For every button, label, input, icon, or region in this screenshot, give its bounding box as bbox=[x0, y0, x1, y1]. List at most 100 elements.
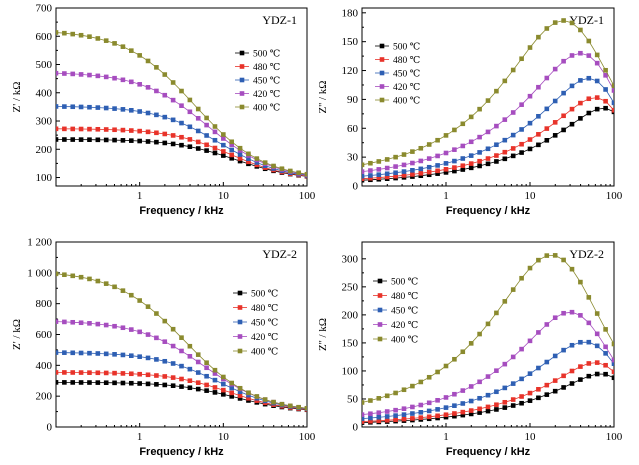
data-point bbox=[393, 390, 398, 396]
data-point bbox=[552, 133, 558, 138]
data-point bbox=[544, 359, 550, 365]
data-point bbox=[70, 126, 76, 132]
legend-label: 450 ℃ bbox=[391, 307, 419, 317]
data-point bbox=[410, 416, 415, 421]
data-point bbox=[443, 150, 449, 156]
legend-marker bbox=[377, 307, 383, 313]
data-point bbox=[468, 411, 474, 417]
data-point bbox=[229, 142, 234, 148]
data-point bbox=[494, 389, 499, 395]
data-point bbox=[376, 410, 382, 415]
data-point bbox=[536, 257, 541, 263]
data-point bbox=[561, 113, 566, 119]
y-axis-label: Z' / kΩ bbox=[11, 82, 23, 113]
data-point bbox=[362, 416, 365, 421]
data-point bbox=[179, 88, 184, 94]
data-point bbox=[129, 371, 134, 377]
data-point bbox=[56, 350, 59, 355]
data-point bbox=[485, 146, 491, 152]
data-point bbox=[154, 139, 159, 145]
data-point bbox=[154, 88, 159, 94]
data-point bbox=[468, 114, 474, 120]
series-500 bbox=[362, 371, 614, 425]
data-point bbox=[561, 310, 566, 316]
data-point bbox=[578, 27, 583, 33]
data-point bbox=[603, 362, 608, 368]
data-point bbox=[70, 319, 76, 325]
data-point bbox=[494, 142, 499, 148]
data-point bbox=[569, 368, 575, 374]
data-point bbox=[519, 275, 524, 281]
data-point bbox=[519, 102, 524, 107]
data-point bbox=[195, 359, 201, 365]
data-point bbox=[103, 380, 109, 386]
data-point bbox=[170, 343, 176, 349]
data-point bbox=[527, 93, 533, 99]
data-point bbox=[418, 409, 424, 415]
legend-marker bbox=[239, 77, 245, 83]
data-point bbox=[70, 350, 76, 356]
data-point bbox=[70, 137, 76, 142]
data-point bbox=[426, 414, 432, 420]
data-point bbox=[468, 165, 474, 171]
data-point bbox=[410, 404, 415, 410]
data-point bbox=[384, 157, 390, 162]
data-point bbox=[426, 164, 432, 170]
data-point bbox=[477, 410, 482, 415]
legend-label: 500 ℃ bbox=[393, 43, 421, 53]
data-point bbox=[145, 85, 151, 90]
data-point bbox=[154, 130, 159, 136]
data-point bbox=[145, 129, 151, 135]
legend-label: 500 ℃ bbox=[253, 50, 281, 60]
series-500 bbox=[56, 137, 307, 179]
data-point bbox=[56, 370, 59, 375]
data-point bbox=[221, 381, 226, 387]
data-point bbox=[578, 364, 583, 369]
data-point bbox=[271, 399, 276, 405]
data-point bbox=[536, 113, 541, 119]
data-point bbox=[477, 158, 482, 164]
legend-label: 450 ℃ bbox=[253, 77, 281, 87]
data-point bbox=[154, 112, 159, 118]
data-point bbox=[112, 41, 117, 46]
data-point bbox=[78, 274, 84, 280]
data-point bbox=[452, 413, 457, 419]
data-point bbox=[246, 390, 251, 396]
x-tick-label: 1 bbox=[137, 190, 143, 202]
data-point bbox=[426, 142, 432, 147]
data-point bbox=[586, 75, 592, 81]
data-point bbox=[586, 361, 592, 366]
data-point bbox=[452, 403, 457, 408]
data-point bbox=[145, 304, 151, 309]
data-point bbox=[418, 158, 424, 164]
data-point bbox=[485, 98, 491, 103]
data-point bbox=[170, 97, 176, 103]
data-point bbox=[162, 374, 168, 379]
data-point bbox=[162, 358, 168, 364]
data-point bbox=[552, 120, 558, 125]
data-point bbox=[452, 356, 457, 362]
data-point bbox=[527, 146, 533, 152]
data-point bbox=[611, 357, 614, 363]
data-point bbox=[120, 352, 126, 358]
data-point bbox=[410, 172, 415, 177]
data-point bbox=[401, 416, 407, 422]
data-point bbox=[578, 279, 583, 285]
legend-marker bbox=[239, 64, 245, 69]
data-point bbox=[296, 170, 301, 176]
data-point bbox=[368, 168, 373, 173]
data-point bbox=[154, 373, 159, 378]
data-point bbox=[443, 412, 449, 418]
data-point bbox=[95, 126, 101, 132]
data-point bbox=[212, 390, 218, 395]
data-point bbox=[95, 370, 101, 376]
x-tick-label: 10 bbox=[218, 190, 230, 202]
data-point bbox=[204, 148, 209, 153]
data-point bbox=[87, 370, 92, 375]
data-point bbox=[410, 411, 415, 416]
data-point bbox=[569, 309, 575, 315]
data-point bbox=[376, 418, 382, 424]
data-point bbox=[195, 146, 201, 151]
data-point bbox=[212, 371, 218, 376]
data-point bbox=[170, 117, 176, 123]
